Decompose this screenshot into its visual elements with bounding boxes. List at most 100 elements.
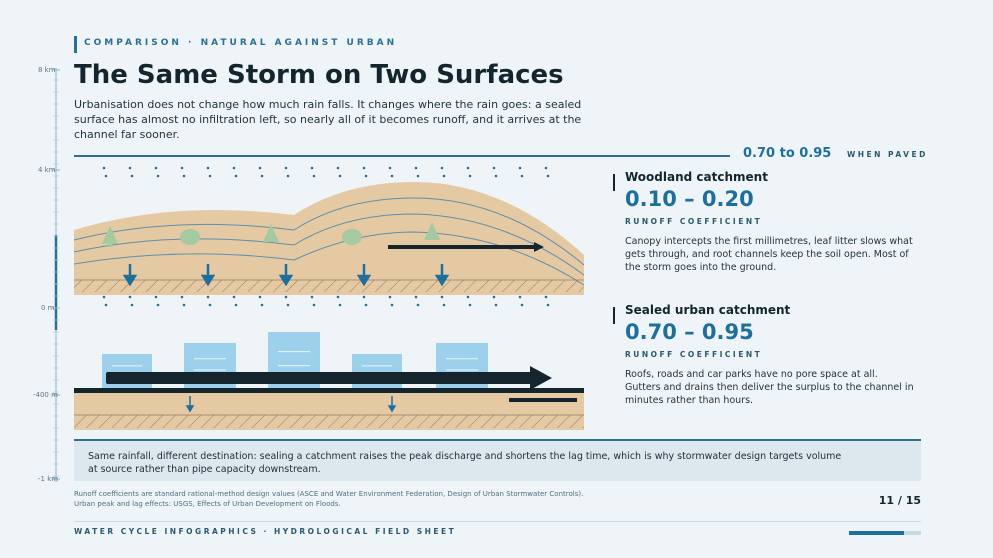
infiltration-arrowhead xyxy=(356,274,372,287)
rain-drop xyxy=(388,166,392,170)
rain-drop xyxy=(104,303,108,307)
highlight-label: WHEN PAVED xyxy=(847,150,928,159)
depth-scale xyxy=(52,68,60,482)
rain-drop xyxy=(180,295,184,299)
footer-label: WATER CYCLE INFOGRAPHICS · HYDROLOGICAL … xyxy=(74,527,457,536)
scale-label: 8 km xyxy=(38,66,56,74)
rain-drop xyxy=(362,166,366,170)
rain-drop xyxy=(206,295,210,299)
progress-track xyxy=(849,531,921,535)
page-title: The Same Storm on Two Surfaces xyxy=(74,60,564,90)
urban-bedrock xyxy=(74,415,584,428)
rain-drop xyxy=(416,174,420,178)
page-number: 11 / 15 xyxy=(878,494,921,507)
rain-drop xyxy=(102,295,106,299)
infiltration-arrowhead xyxy=(434,274,450,287)
progress-fill xyxy=(849,531,904,535)
rain-drop xyxy=(466,295,470,299)
urban-card-title: Sealed urban catchment xyxy=(625,303,791,317)
urban-pavement xyxy=(74,388,584,393)
woodland-runoff-label: RUNOFF COEFFICIENT xyxy=(625,217,763,226)
minor-infiltration-arrows xyxy=(185,396,397,413)
rain-drop xyxy=(492,166,496,170)
card-accent-bar xyxy=(613,174,615,191)
highlight-rule xyxy=(74,155,730,157)
rain-drop xyxy=(544,166,548,170)
rain-drop xyxy=(518,295,522,299)
scale-label: 4 km xyxy=(38,166,56,174)
rain-drop xyxy=(156,174,160,178)
rain-drop xyxy=(440,295,444,299)
woodland-soil xyxy=(74,182,584,295)
highlight-value: 0.70 to 0.95 xyxy=(743,146,832,161)
rain-drop xyxy=(154,166,158,170)
rain-drop xyxy=(310,166,314,170)
rain-drop xyxy=(130,303,134,307)
rain-drop xyxy=(154,295,158,299)
rain-drop xyxy=(364,303,368,307)
rain-drop xyxy=(232,295,236,299)
card-accent-bar xyxy=(613,307,615,324)
rain-drop xyxy=(546,303,550,307)
rain-drop xyxy=(260,303,264,307)
tree-icon xyxy=(263,224,279,242)
infiltration-arrowhead xyxy=(200,274,216,287)
source-note: Runoff coefficients are standard rationa… xyxy=(74,490,584,508)
rain-drop xyxy=(102,166,106,170)
rain-drop xyxy=(546,174,550,178)
rain-drops-urban xyxy=(102,295,550,307)
rain-drop xyxy=(208,303,212,307)
rain-drop xyxy=(312,174,316,178)
surface-runoff-arrow-urban xyxy=(106,366,552,390)
rain-drop xyxy=(364,174,368,178)
catchment-illustration xyxy=(74,166,585,430)
rain-drop xyxy=(518,166,522,170)
rain-drop xyxy=(494,174,498,178)
rain-drop xyxy=(544,295,548,299)
rain-drop xyxy=(284,295,288,299)
rain-drop xyxy=(468,174,472,178)
summary-callout: Same rainfall, different destination: se… xyxy=(74,439,921,481)
kicker-accent-bar xyxy=(74,36,77,53)
drain-channel xyxy=(509,398,577,402)
rain-drop xyxy=(234,174,238,178)
infiltration-arrowhead xyxy=(122,274,138,287)
rain-drop xyxy=(362,295,366,299)
rain-drop xyxy=(468,303,472,307)
scale-label: -1 km xyxy=(38,475,59,483)
rain-drop xyxy=(182,303,186,307)
rain-drop xyxy=(286,303,290,307)
rain-drop xyxy=(232,166,236,170)
rain-drop xyxy=(338,303,342,307)
rain-drop xyxy=(338,174,342,178)
footer-divider xyxy=(74,521,921,522)
surface-runoff-arrow-woodland xyxy=(388,242,544,252)
rain-drop xyxy=(260,174,264,178)
rain-drop xyxy=(336,166,340,170)
rain-drop xyxy=(258,295,262,299)
rain-drop xyxy=(388,295,392,299)
rain-drop xyxy=(208,174,212,178)
scale-label: -400 m xyxy=(33,391,58,399)
rain-drop xyxy=(128,295,132,299)
summary-callout-text: Same rainfall, different destination: se… xyxy=(88,451,842,475)
bush-icon xyxy=(342,229,362,245)
rain-drop xyxy=(414,166,418,170)
rain-drop xyxy=(284,166,288,170)
scale-label: 0 m xyxy=(41,304,55,312)
rain-drop xyxy=(494,303,498,307)
rain-drop xyxy=(234,303,238,307)
rain-drop xyxy=(390,174,394,178)
rain-drop xyxy=(442,174,446,178)
infiltration-arrowhead xyxy=(278,274,294,287)
urban-description: Roofs, roads and car parks have no pore … xyxy=(625,369,914,406)
woodland-bedrock xyxy=(74,280,584,292)
bush-icon xyxy=(180,229,200,245)
rain-drop xyxy=(520,303,524,307)
rain-drop xyxy=(336,295,340,299)
rain-drop xyxy=(104,174,108,178)
rain-drop xyxy=(156,303,160,307)
rain-drop xyxy=(128,166,132,170)
rain-drop xyxy=(440,166,444,170)
tree-icon xyxy=(102,226,118,247)
